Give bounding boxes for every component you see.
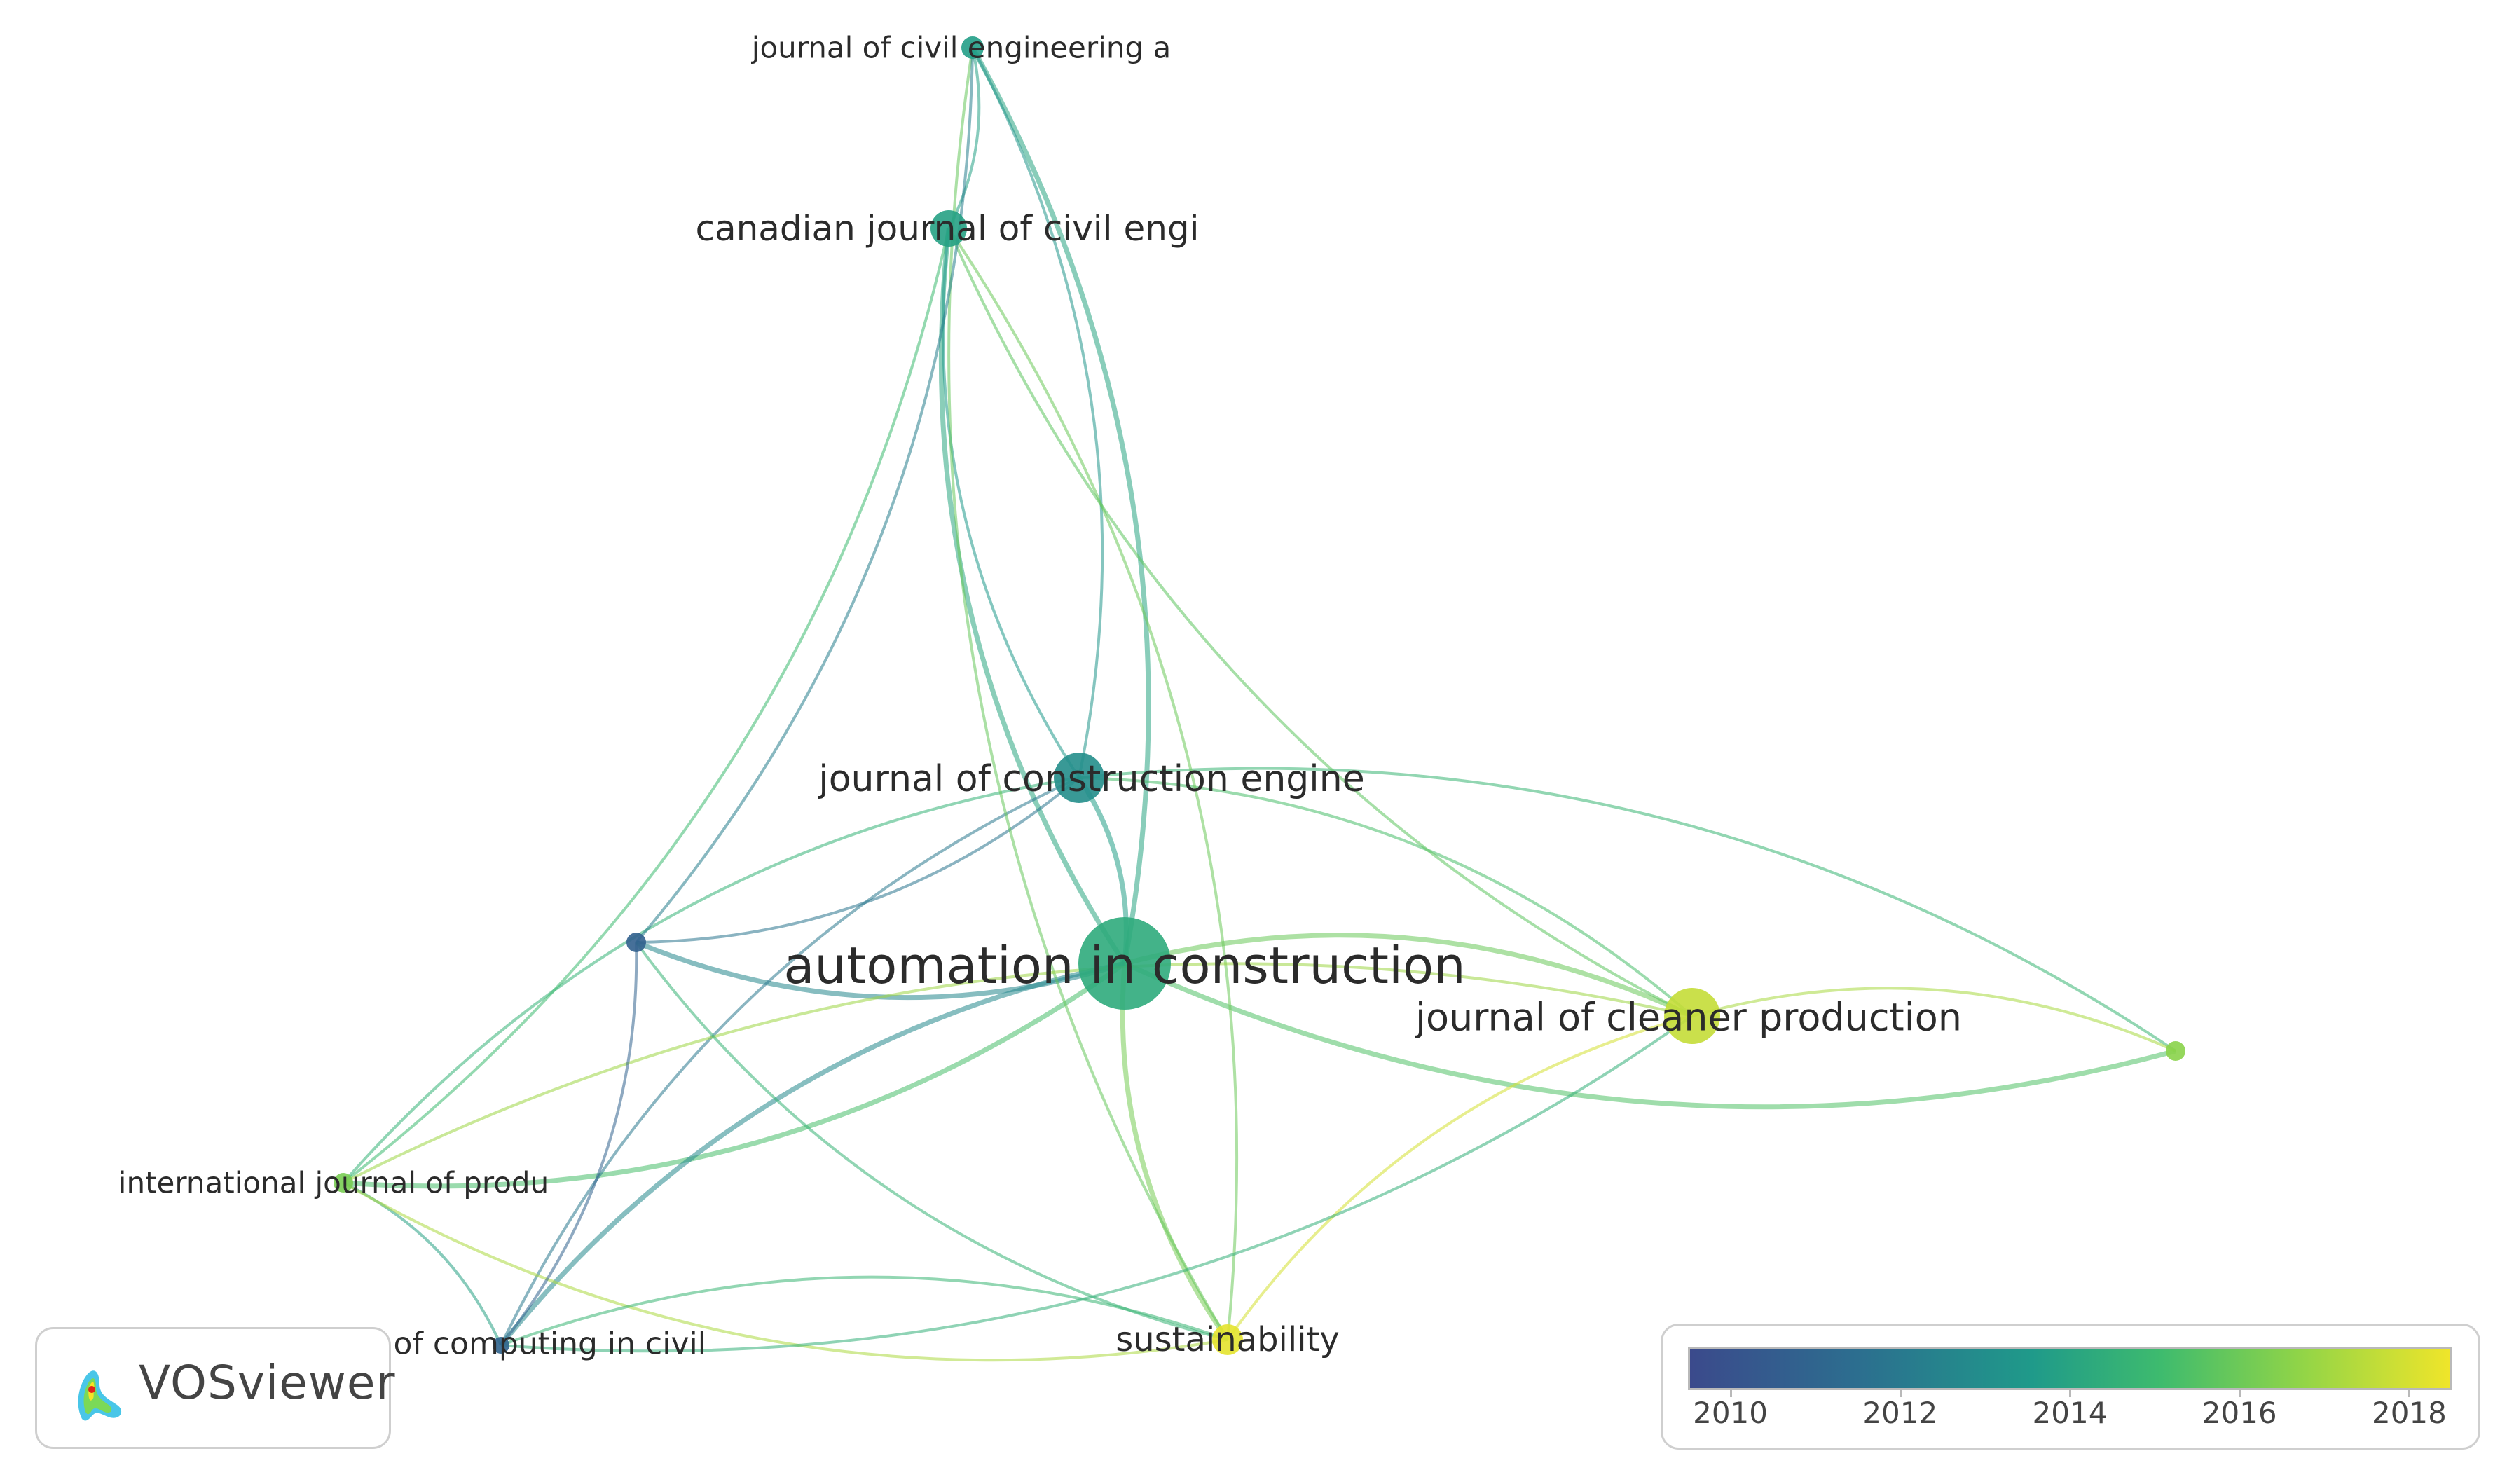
legend-tick-label: 2014 <box>2032 1396 2108 1430</box>
node-unlabeled-green[interactable] <box>2166 1041 2185 1061</box>
node-int-prod[interactable] <box>334 1173 353 1193</box>
link-cleaner-int-prod <box>343 962 1693 1184</box>
label-canadian[interactable]: canadian journal of civil engi <box>695 208 1199 249</box>
link-cleaner-unlabeled-green <box>1691 987 2176 1052</box>
link-automation-canadian <box>938 228 1127 965</box>
vosviewer-logo-icon <box>78 1370 122 1421</box>
link-canadian-sustainability <box>947 227 1239 1340</box>
node-civil-eng-a[interactable] <box>961 36 984 59</box>
node-cleaner[interactable] <box>1664 988 1720 1044</box>
node-automation[interactable] <box>1078 917 1171 1010</box>
link-automation-computing-civil <box>499 961 1125 1347</box>
link-construction-eng-civil-eng-a <box>971 47 1104 778</box>
link-civil-eng-a-sustainability <box>947 47 1229 1341</box>
legend-tick-label: 2010 <box>1693 1396 1768 1430</box>
legend-tick-label: 2012 <box>1862 1396 1938 1430</box>
legend-tick-mark <box>2408 1390 2411 1397</box>
label-automation[interactable]: automation in construction <box>783 936 1465 995</box>
link-canadian-int-prod <box>342 228 950 1184</box>
nodes-layer <box>334 36 2185 1355</box>
link-cleaner-sustainability <box>1226 1015 1693 1341</box>
legend-tick-mark <box>2069 1390 2071 1397</box>
legend-tick-mark <box>2239 1390 2241 1397</box>
link-automation-int-prod <box>343 961 1127 1189</box>
label-int-prod[interactable]: international journal of produ <box>118 1166 549 1200</box>
legend-tick-mark <box>1729 1390 1732 1397</box>
link-construction-eng-cleaner <box>1078 776 1694 1017</box>
node-sustainability[interactable] <box>1212 1324 1243 1355</box>
link-construction-eng-unlabeled-green <box>1078 767 2177 1052</box>
label-civil-eng-a[interactable]: journal of civil engineering a <box>751 31 1171 65</box>
link-automation-unlabeled-green <box>1123 961 2176 1110</box>
link-automation-civil-eng-a <box>970 46 1151 964</box>
labels-layer: journal of civil engineering a canadian j… <box>118 31 1962 1362</box>
link-unlabeled-purple-computing-civil <box>500 942 638 1347</box>
link-construction-eng-computing-civil <box>500 776 1080 1346</box>
label-sustainability[interactable]: sustainability <box>1115 1320 1340 1359</box>
label-construction-eng[interactable]: journal of construction engine <box>818 758 1364 800</box>
link-automation-sustainability <box>1120 963 1230 1342</box>
node-computing-civil[interactable] <box>493 1337 509 1354</box>
link-canadian-cleaner <box>947 228 1693 1017</box>
node-canadian[interactable] <box>930 210 967 247</box>
link-construction-eng-canadian <box>941 228 1080 779</box>
link-int-prod-sustainability <box>343 1181 1228 1362</box>
legend-gradient-bar <box>1688 1347 2452 1390</box>
vosviewer-logo: VOSviewer <box>35 1327 395 1449</box>
vosviewer-logo-text: VOSviewer <box>139 1356 396 1410</box>
node-unlabeled-purple[interactable] <box>626 933 646 952</box>
year-color-legend: 2010 2012 2014 2016 2018 <box>1661 1324 2480 1450</box>
label-cleaner[interactable]: journal of cleaner production <box>1415 996 1962 1040</box>
link-civil-eng-a-unlabeled-purple <box>635 47 974 944</box>
node-construction-eng[interactable] <box>1054 753 1104 803</box>
link-construction-eng-int-prod <box>342 776 1080 1184</box>
legend-tick-label: 2018 <box>2371 1396 2447 1430</box>
link-construction-eng-unlabeled-purple <box>636 776 1080 944</box>
link-automation-cleaner <box>1124 933 1694 1019</box>
legend-tick-mark <box>1899 1390 1902 1397</box>
link-computing-civil-cleaner <box>500 1015 1694 1353</box>
links-layer <box>342 46 2177 1362</box>
link-canadian-civil-eng-a <box>947 47 981 229</box>
link-computing-civil-sustainability <box>500 1275 1228 1347</box>
legend-tick-label: 2016 <box>2202 1396 2277 1430</box>
link-int-prod-computing-civil <box>343 1181 502 1346</box>
